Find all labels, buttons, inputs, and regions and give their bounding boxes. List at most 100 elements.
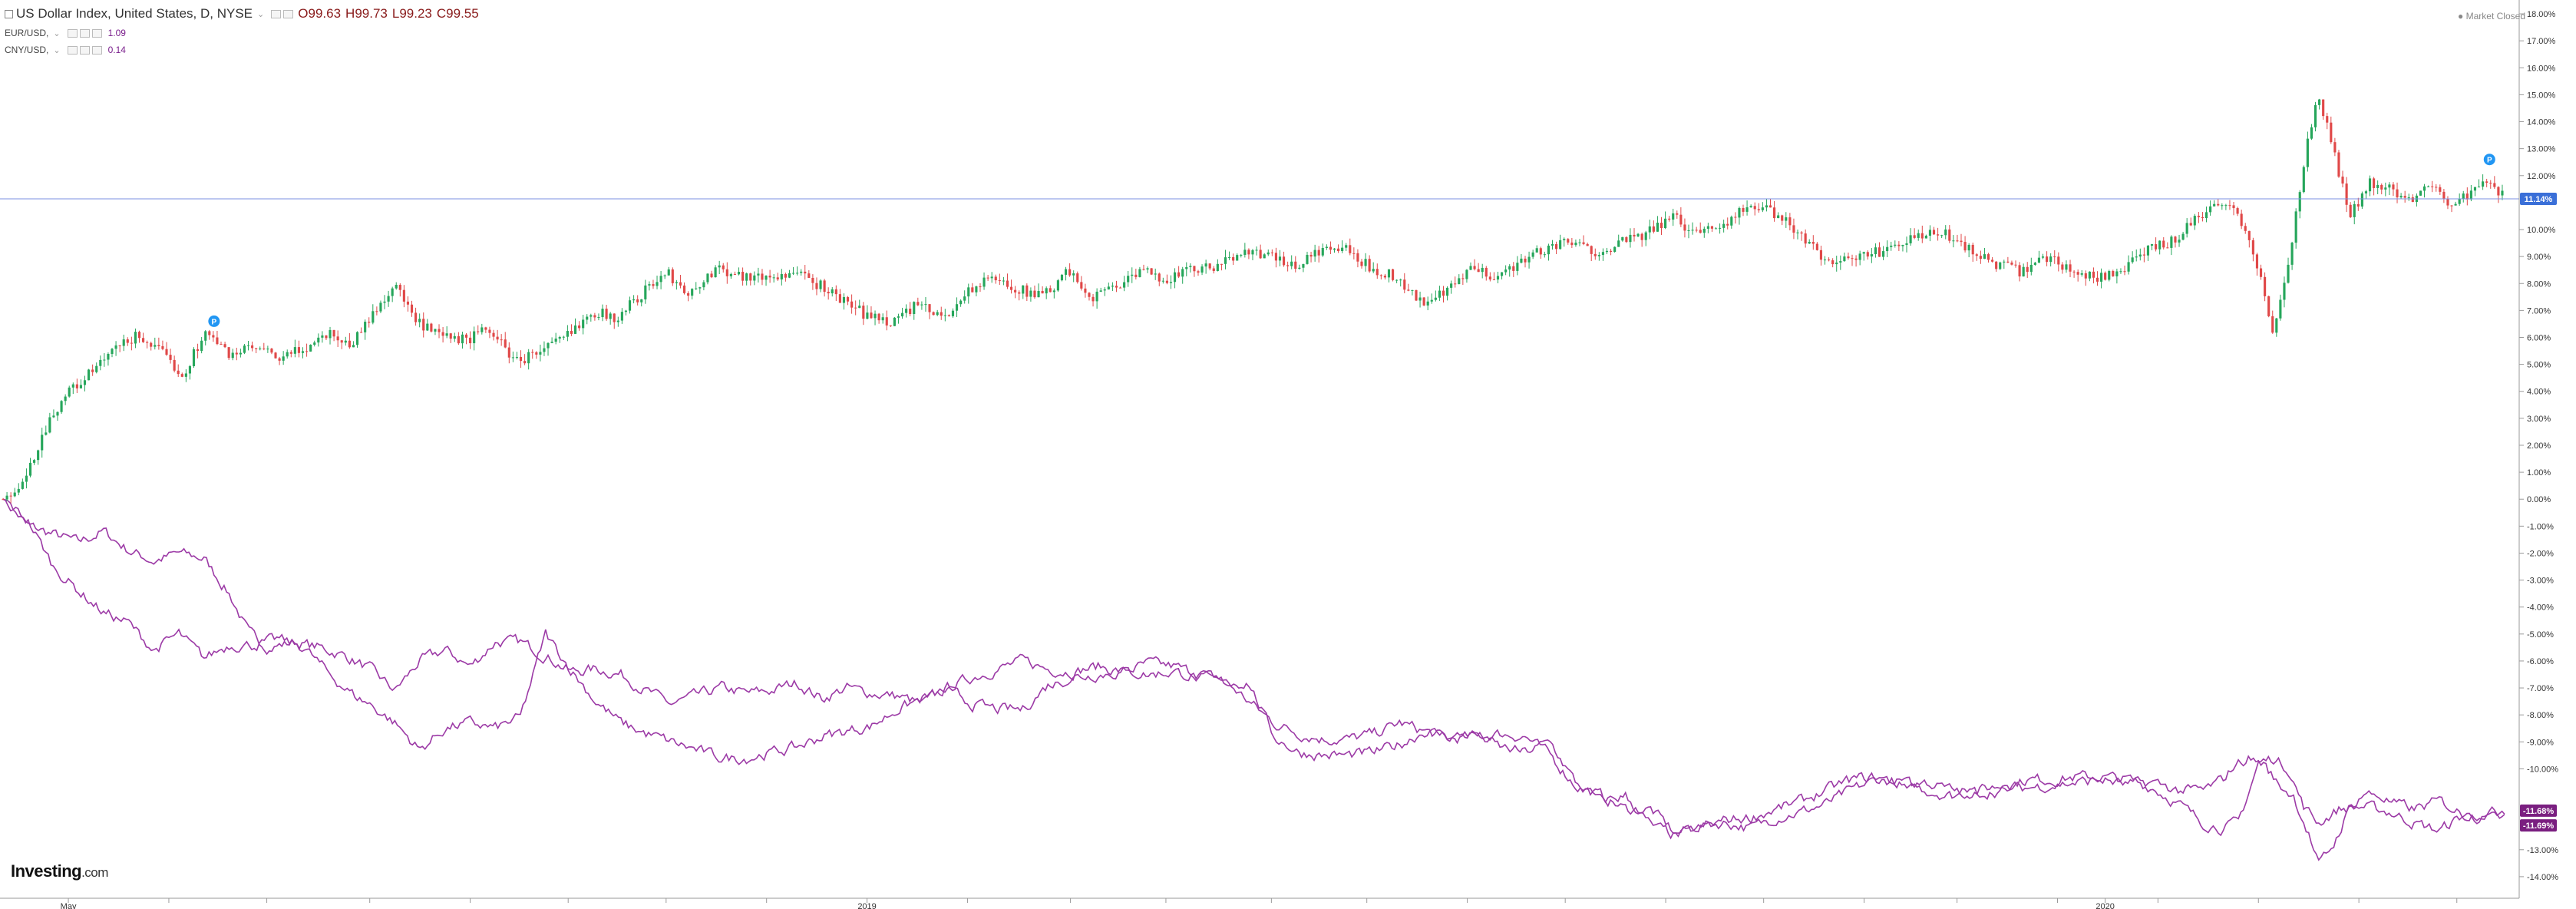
candle (481, 323, 484, 335)
candle-body (1722, 223, 1726, 228)
candle-body (2115, 271, 2119, 276)
candle-body (1559, 240, 1562, 250)
candle (2458, 193, 2461, 207)
candle-body (157, 345, 160, 346)
hide-box-icon[interactable] (283, 9, 294, 18)
candle (309, 344, 312, 352)
settings-box-icon[interactable] (67, 28, 78, 38)
candle (1765, 199, 1769, 212)
candle (733, 271, 737, 276)
candle (566, 325, 569, 342)
candle (827, 287, 830, 300)
candle (831, 286, 834, 297)
candle-body (1115, 286, 1118, 288)
candle (1161, 277, 1164, 284)
candle-body (1282, 256, 1286, 266)
x-tick-label: 2019 (857, 902, 876, 909)
candle (41, 428, 44, 458)
candle-body (807, 273, 811, 278)
candle-body (1243, 250, 1247, 255)
collapse-icon[interactable] (5, 9, 13, 18)
candle-body (103, 359, 106, 361)
candle (784, 273, 787, 282)
candle-body (648, 284, 651, 286)
chevron-down-icon[interactable]: ⌄ (53, 45, 61, 55)
candle-body (352, 345, 355, 348)
candle (422, 312, 425, 338)
candle-body (1937, 234, 1940, 236)
candle-body (967, 287, 970, 297)
candle (1956, 234, 1959, 243)
candle-body (1967, 244, 1970, 251)
candle (1874, 243, 1878, 258)
candle-body (1520, 258, 1523, 263)
candle (1025, 283, 1029, 302)
candle-body (282, 356, 285, 361)
candle-body (2072, 271, 2076, 273)
candle-body (33, 460, 36, 463)
candle (1508, 264, 1511, 277)
candle (1527, 251, 1531, 269)
candle-body (1730, 217, 1733, 226)
candle (192, 347, 196, 369)
candle-body (1158, 273, 1161, 282)
candle (1418, 291, 1422, 308)
candle (56, 411, 59, 421)
remove-box-icon[interactable] (91, 28, 102, 38)
candle-body (1633, 234, 1636, 236)
candle (246, 340, 250, 351)
candle (1932, 226, 1936, 235)
candle-body (1590, 246, 1593, 254)
candle-body (1924, 236, 1927, 239)
candle (2454, 201, 2457, 206)
candle-body (255, 348, 258, 349)
hide-box-icon[interactable] (79, 28, 90, 38)
candle-body (1150, 268, 1153, 275)
candle (2298, 190, 2301, 219)
candle-body (628, 300, 632, 311)
settings-box-icon[interactable] (271, 9, 282, 18)
candle (800, 269, 803, 276)
candle-body (1699, 230, 1702, 233)
candle-body (1672, 213, 1675, 220)
candle-body (137, 332, 141, 339)
candle (2337, 150, 2340, 178)
candle-body (372, 311, 375, 323)
candle-body (1123, 282, 1126, 288)
chevron-down-icon[interactable]: ⌄ (53, 28, 61, 38)
candle-body (1438, 290, 1441, 298)
candle (1018, 290, 1021, 301)
y-axis[interactable]: 18.00% 17.00% 16.00% 15.00% 14.00% 13.00% 12.0… (2518, 0, 2576, 909)
candle-body (1161, 280, 1164, 282)
candle-body (1781, 215, 1784, 221)
candle (1142, 264, 1145, 271)
y-tick-label: 4.00% (2527, 388, 2551, 397)
remove-box-icon[interactable] (91, 45, 102, 55)
candle (1473, 259, 1476, 271)
candle (2376, 180, 2379, 194)
candle-body (515, 356, 519, 358)
candle (1928, 225, 1932, 242)
candle (671, 267, 674, 286)
candle-body (1773, 207, 1776, 219)
candle-body (2146, 245, 2150, 256)
hide-box-icon[interactable] (79, 45, 90, 55)
candle (282, 351, 285, 365)
candle (1629, 228, 1632, 248)
candle (1890, 241, 1893, 251)
chevron-down-icon[interactable]: ⌄ (257, 9, 265, 19)
candle (2411, 194, 2414, 203)
candle (1002, 276, 1005, 286)
candle (1356, 249, 1359, 268)
candle (1391, 268, 1395, 282)
candle-body (605, 309, 608, 319)
candle-body (2065, 264, 2068, 270)
candle (2482, 174, 2485, 190)
candle-body (2201, 217, 2204, 219)
candle (2264, 272, 2267, 302)
candle (25, 468, 28, 489)
candle (1986, 253, 1990, 263)
settings-box-icon[interactable] (67, 45, 78, 55)
candle (1368, 255, 1371, 273)
